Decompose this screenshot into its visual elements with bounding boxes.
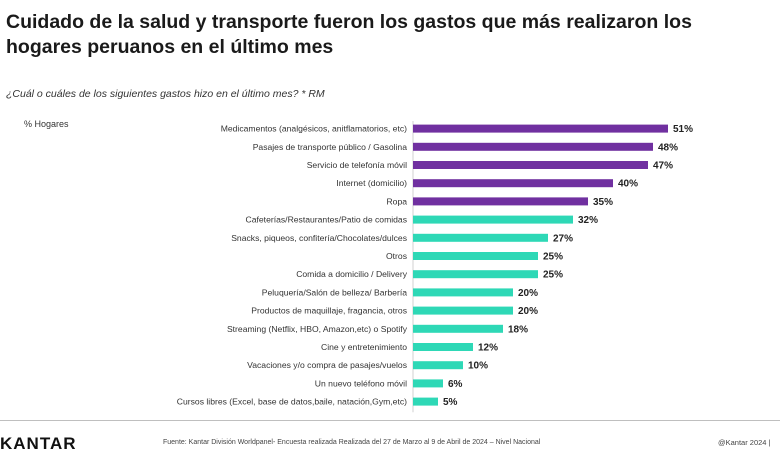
unit-label: % Hogares [24,119,69,129]
bar [413,270,538,279]
footer-divider [0,420,780,421]
bar [413,197,588,206]
value-label: 12% [478,343,498,354]
copyright-note: @Kantar 2024 | [718,438,771,447]
bar [413,215,573,224]
bar [413,161,648,169]
bar [413,397,438,406]
category-label: Cafeterías/Restaurantes/Patio de comidas [246,215,407,225]
category-label: Ropa [386,196,407,206]
bar [413,343,473,351]
value-label: 27% [553,233,573,244]
survey-question: ¿Cuál o cuáles de los siguientes gastos … [6,88,325,100]
value-label: 48% [658,142,678,153]
bar [413,124,668,133]
category-label: Cine y entretenimiento [321,342,407,352]
source-note: Fuente: Kantar División Worldpanel- Encu… [163,439,541,446]
value-label: 40% [618,179,638,190]
bar [413,288,513,297]
bar [413,252,538,260]
category-label: Productos de maquillaje, fragancia, otro… [251,306,407,316]
bar [413,324,503,333]
value-label: 25% [543,252,563,263]
category-label: Otros [386,251,407,261]
value-label: 20% [518,306,538,317]
category-label: Vacaciones y/o compra de pasajes/vuelos [247,360,407,370]
value-label: 6% [448,379,463,390]
bar-chart: Medicamentos (analgésicos, anitflamatori… [177,121,693,413]
bar [413,306,513,315]
kantar-logo: KANTAR [0,434,77,453]
value-label: 20% [518,288,538,299]
category-label: Medicamentos (analgésicos, anitflamatori… [221,124,407,134]
value-label: 51% [673,124,693,135]
value-label: 5% [443,397,458,408]
category-label: Streaming (Netflix, HBO, Amazon,etc) o S… [227,324,408,334]
bar [413,142,653,151]
category-label: Un nuevo teléfono móvil [315,378,407,388]
category-label: Pasajes de transporte público / Gasolina [253,142,408,152]
category-label: Snacks, piqueos, confitería/Chocolates/d… [231,233,407,243]
category-label: Internet (domicilio) [336,178,407,188]
category-label: Peluquería/Salón de belleza/ Barbería [262,287,407,297]
value-label: 32% [578,215,598,226]
bar [413,361,463,370]
value-label: 47% [653,161,673,172]
value-label: 35% [593,197,613,208]
value-label: 18% [508,324,528,335]
bar [413,379,443,388]
value-label: 10% [468,361,488,372]
page-title: Cuidado de la salud y transporte fueron … [6,11,692,58]
category-label: Servicio de telefonía móvil [307,160,407,170]
category-label: Cursos libres (Excel, base de datos,bail… [177,397,407,407]
bar [413,179,613,188]
bar [413,233,548,242]
category-label: Comida a domicilio / Delivery [296,269,408,279]
value-label: 25% [543,270,563,281]
